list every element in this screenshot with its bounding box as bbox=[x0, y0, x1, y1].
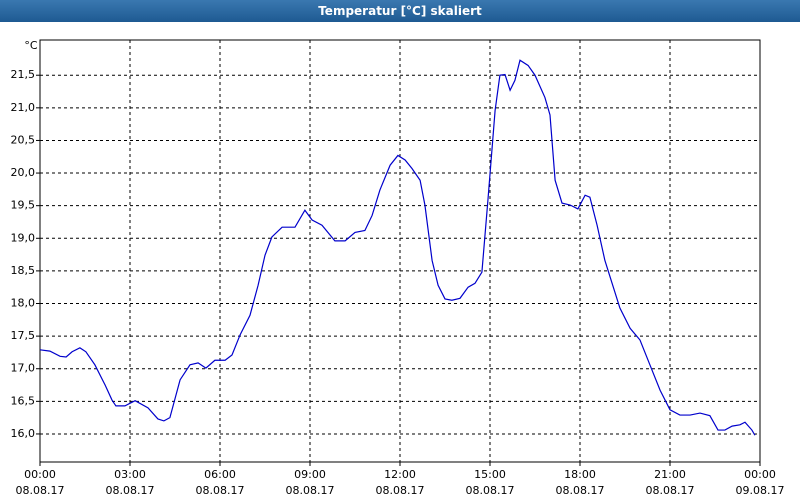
x-tick-label: 09:00 08.08.17 bbox=[285, 468, 335, 497]
y-tick-label: 19,5 bbox=[11, 199, 36, 212]
y-unit: °C bbox=[24, 39, 38, 52]
data-line bbox=[39, 59, 756, 436]
y-tick-label: 21,5 bbox=[11, 68, 36, 81]
y-tick-label: 16,0 bbox=[11, 427, 36, 440]
x-tick-label: 00:00 08.08.17 bbox=[15, 468, 65, 497]
y-tick-label: 20,5 bbox=[11, 133, 36, 146]
y-tick-label: 20,0 bbox=[11, 166, 36, 179]
chart-title: Temperatur [°C] skaliert bbox=[0, 0, 800, 22]
x-tick-label: 00:00 09.08.17 bbox=[735, 468, 785, 497]
x-tick-label: 03:00 08.08.17 bbox=[105, 468, 155, 497]
y-tick-label: 18,0 bbox=[11, 297, 36, 310]
x-tick-label: 18:00 08.08.17 bbox=[555, 468, 605, 497]
y-tick-label: 21,0 bbox=[11, 101, 36, 114]
x-tick-label: 15:00 08.08.17 bbox=[465, 468, 515, 497]
y-tick-label: 17,0 bbox=[11, 362, 36, 375]
y-tick-label: 17,5 bbox=[11, 329, 36, 342]
y-tick-label: 19,0 bbox=[11, 231, 36, 244]
x-tick-label: 06:00 08.08.17 bbox=[195, 468, 245, 497]
y-tick-label: 18,5 bbox=[11, 264, 36, 277]
y-tick-label: 16,5 bbox=[11, 394, 36, 407]
x-tick-label: 12:00 08.08.17 bbox=[375, 468, 425, 497]
x-tick-label: 21:00 08.08.17 bbox=[645, 468, 695, 497]
